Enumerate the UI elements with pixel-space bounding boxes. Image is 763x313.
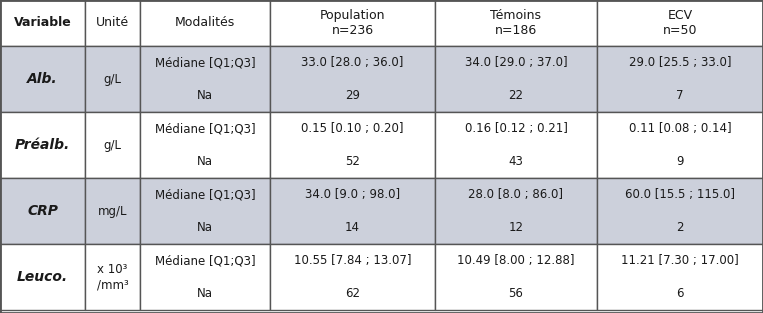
Text: 6: 6: [676, 287, 684, 300]
Text: mg/L: mg/L: [98, 204, 127, 218]
Text: ECV
n=50: ECV n=50: [663, 9, 697, 37]
Text: 0.16 [0.12 ; 0.21]: 0.16 [0.12 ; 0.21]: [465, 122, 568, 135]
Text: Préalb.: Préalb.: [14, 138, 70, 152]
Text: 52: 52: [345, 155, 360, 168]
Bar: [140, 0, 270, 46]
Text: Médiane [Q1;Q3]: Médiane [Q1;Q3]: [155, 188, 256, 201]
Text: Médiane [Q1;Q3]: Médiane [Q1;Q3]: [155, 254, 256, 267]
Bar: [597, 46, 763, 112]
Bar: [140, 46, 270, 112]
Bar: [85, 178, 140, 244]
Text: 22: 22: [508, 89, 523, 102]
Bar: [270, 46, 435, 112]
Bar: [140, 244, 270, 310]
Bar: [435, 112, 597, 178]
Bar: [140, 112, 270, 178]
Text: 0.15 [0.10 ; 0.20]: 0.15 [0.10 ; 0.20]: [301, 122, 404, 135]
Text: Témoins
n=186: Témoins n=186: [491, 9, 542, 37]
Bar: [435, 0, 597, 46]
Text: 0.11 [0.08 ; 0.14]: 0.11 [0.08 ; 0.14]: [629, 122, 731, 135]
Bar: [85, 46, 140, 112]
Bar: [597, 112, 763, 178]
Text: 60.0 [15.5 ; 115.0]: 60.0 [15.5 ; 115.0]: [625, 188, 735, 201]
Bar: [270, 178, 435, 244]
Bar: [0, 244, 85, 310]
Text: Alb.: Alb.: [27, 72, 58, 86]
Bar: [597, 244, 763, 310]
Text: Leuco.: Leuco.: [17, 270, 68, 284]
Text: Na: Na: [197, 89, 213, 102]
Text: x 10³
/mm³: x 10³ /mm³: [97, 263, 128, 291]
Text: 43: 43: [509, 155, 523, 168]
Bar: [270, 112, 435, 178]
Text: 29: 29: [345, 89, 360, 102]
Bar: [597, 0, 763, 46]
Text: 2: 2: [676, 221, 684, 234]
Bar: [140, 178, 270, 244]
Text: Médiane [Q1;Q3]: Médiane [Q1;Q3]: [155, 122, 256, 135]
Bar: [597, 178, 763, 244]
Bar: [435, 244, 597, 310]
Bar: [270, 244, 435, 310]
Bar: [0, 46, 85, 112]
Bar: [0, 0, 85, 46]
Text: 62: 62: [345, 287, 360, 300]
Text: 11.21 [7.30 ; 17.00]: 11.21 [7.30 ; 17.00]: [621, 254, 739, 267]
Text: g/L: g/L: [104, 73, 121, 85]
Text: 29.0 [25.5 ; 33.0]: 29.0 [25.5 ; 33.0]: [629, 56, 731, 69]
Text: Modalités: Modalités: [175, 17, 235, 29]
Text: 7: 7: [676, 89, 684, 102]
Text: 56: 56: [509, 287, 523, 300]
Text: Médiane [Q1;Q3]: Médiane [Q1;Q3]: [155, 56, 256, 69]
Bar: [270, 0, 435, 46]
Text: 28.0 [8.0 ; 86.0]: 28.0 [8.0 ; 86.0]: [468, 188, 564, 201]
Bar: [0, 112, 85, 178]
Text: g/L: g/L: [104, 138, 121, 151]
Text: 34.0 [29.0 ; 37.0]: 34.0 [29.0 ; 37.0]: [465, 56, 568, 69]
Text: 33.0 [28.0 ; 36.0]: 33.0 [28.0 ; 36.0]: [301, 56, 404, 69]
Bar: [0, 178, 85, 244]
Bar: [435, 178, 597, 244]
Text: Na: Na: [197, 287, 213, 300]
Bar: [85, 244, 140, 310]
Text: Population
n=236: Population n=236: [320, 9, 385, 37]
Text: 9: 9: [676, 155, 684, 168]
Text: Variable: Variable: [14, 17, 72, 29]
Text: Unité: Unité: [96, 17, 129, 29]
Text: 14: 14: [345, 221, 360, 234]
Text: 34.0 [9.0 ; 98.0]: 34.0 [9.0 ; 98.0]: [305, 188, 400, 201]
Text: 10.49 [8.00 ; 12.88]: 10.49 [8.00 ; 12.88]: [457, 254, 575, 267]
Text: Na: Na: [197, 155, 213, 168]
Bar: [85, 112, 140, 178]
Text: 12: 12: [508, 221, 523, 234]
Text: 10.55 [7.84 ; 13.07]: 10.55 [7.84 ; 13.07]: [294, 254, 411, 267]
Text: CRP: CRP: [27, 204, 58, 218]
Bar: [435, 46, 597, 112]
Text: Na: Na: [197, 221, 213, 234]
Bar: [85, 0, 140, 46]
